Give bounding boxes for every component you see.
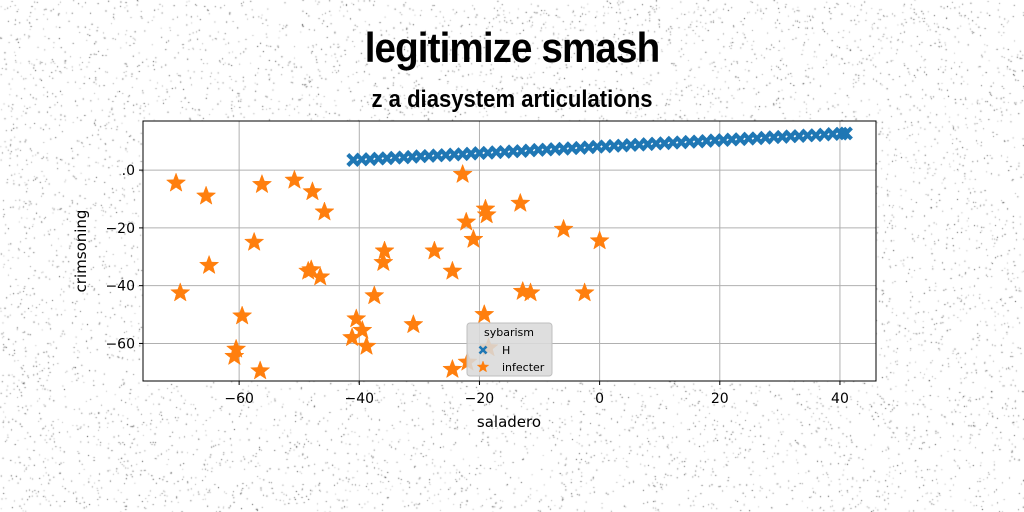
star-point — [364, 285, 385, 305]
star-point — [195, 185, 217, 205]
y-tick-label: −40 — [105, 279, 135, 295]
x-axis-label: saladero — [477, 413, 541, 431]
star-point — [165, 172, 187, 192]
x-point — [839, 126, 853, 141]
series-layer — [165, 126, 853, 380]
y-tick-label: −60 — [105, 336, 135, 352]
star-point — [302, 181, 323, 201]
x-tick-label: 0 — [595, 391, 604, 407]
legend-marker-h — [478, 345, 488, 355]
x-tick-label: 40 — [831, 391, 849, 407]
star-point — [249, 360, 271, 380]
y-axis-label: crimsoning — [72, 210, 90, 293]
star-point — [352, 319, 373, 340]
x-tick-label: 20 — [711, 391, 729, 407]
star-point — [442, 260, 463, 280]
legend-label-infecter: infecter — [502, 361, 545, 374]
star-point — [553, 218, 574, 238]
star-point — [574, 282, 595, 302]
star-point — [589, 230, 610, 250]
star-point — [456, 211, 477, 231]
star-point — [510, 192, 531, 212]
star-point — [476, 204, 497, 224]
legend-label-h: H — [502, 344, 510, 357]
x-tick-label: −60 — [224, 391, 254, 407]
star-point — [231, 305, 253, 325]
chart-subtitle: z a diasystem articulations — [371, 86, 653, 113]
legend-marker-infecter — [476, 360, 490, 373]
star-point — [284, 169, 305, 189]
legend-title: sybarism — [484, 326, 534, 339]
star-point — [463, 228, 484, 249]
y-tick-label: −20 — [105, 221, 135, 237]
star-point — [251, 173, 273, 194]
legend-x-marker — [478, 345, 488, 355]
star-point — [170, 282, 191, 302]
legend-star-marker — [476, 360, 490, 373]
star-point — [314, 201, 335, 221]
star-point — [310, 266, 331, 286]
star-point — [374, 240, 395, 260]
chart-title: legitimize smash — [364, 24, 660, 71]
x-tick-label: −40 — [345, 391, 375, 407]
y-tick-label: .0 — [122, 163, 135, 179]
star-point — [198, 254, 220, 275]
legend: sybarism H infecter — [466, 322, 553, 377]
legend-box — [466, 322, 553, 377]
star-point — [442, 358, 463, 379]
star-point — [520, 282, 541, 302]
axis-ticks: −60 −40 −20 0 20 40 .0 −20 −40 −60 — [105, 163, 848, 407]
star-point — [403, 313, 424, 334]
star-point — [452, 163, 473, 184]
star-point — [424, 240, 445, 260]
star-point — [243, 231, 265, 251]
star-point — [224, 345, 245, 366]
x-tick-label: −20 — [465, 391, 495, 407]
star-point — [356, 335, 377, 355]
plot-frame — [142, 120, 877, 382]
star-point — [346, 308, 367, 328]
star-point — [474, 303, 495, 324]
